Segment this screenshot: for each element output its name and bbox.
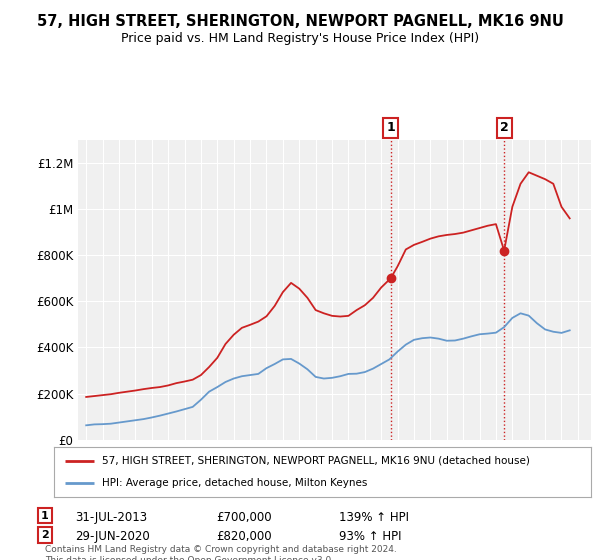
Text: 57, HIGH STREET, SHERINGTON, NEWPORT PAGNELL, MK16 9NU (detached house): 57, HIGH STREET, SHERINGTON, NEWPORT PAG…: [103, 456, 530, 466]
Text: 57, HIGH STREET, SHERINGTON, NEWPORT PAGNELL, MK16 9NU: 57, HIGH STREET, SHERINGTON, NEWPORT PAG…: [37, 14, 563, 29]
Text: 2: 2: [500, 122, 509, 134]
Text: 31-JUL-2013: 31-JUL-2013: [75, 511, 147, 524]
Text: 93% ↑ HPI: 93% ↑ HPI: [339, 530, 401, 543]
Text: 29-JUN-2020: 29-JUN-2020: [75, 530, 150, 543]
Text: Price paid vs. HM Land Registry's House Price Index (HPI): Price paid vs. HM Land Registry's House …: [121, 32, 479, 45]
Text: 2: 2: [41, 530, 49, 540]
Text: £820,000: £820,000: [216, 530, 272, 543]
Text: £700,000: £700,000: [216, 511, 272, 524]
Text: 139% ↑ HPI: 139% ↑ HPI: [339, 511, 409, 524]
Text: 1: 1: [41, 511, 49, 521]
Text: 1: 1: [386, 122, 395, 134]
Text: Contains HM Land Registry data © Crown copyright and database right 2024.
This d: Contains HM Land Registry data © Crown c…: [45, 545, 397, 560]
Text: HPI: Average price, detached house, Milton Keynes: HPI: Average price, detached house, Milt…: [103, 478, 368, 488]
